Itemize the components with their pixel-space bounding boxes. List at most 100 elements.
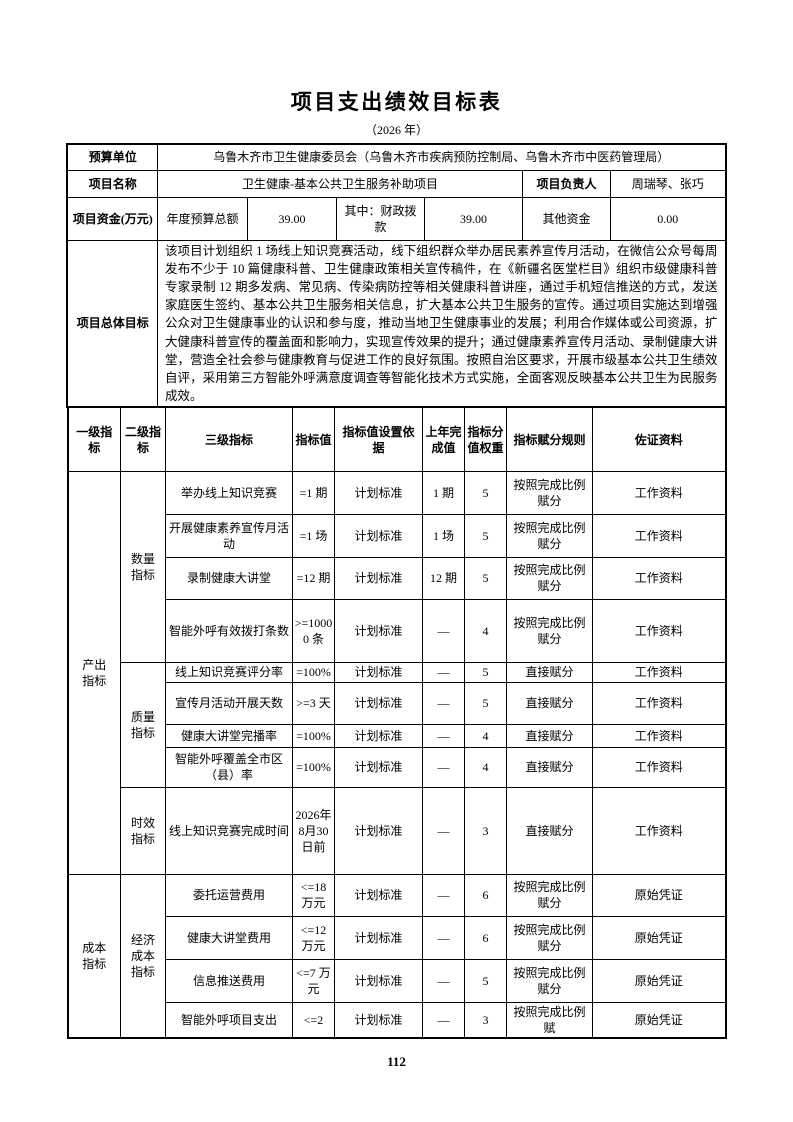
evidence-cell: 工作资料 [592, 513, 726, 558]
evidence-cell: 原始凭证 [592, 915, 726, 960]
evidence-cell: 工作资料 [592, 556, 726, 600]
indicator-row: 信息推送费用 <=7 万元 计划标准 — 5 按照完成比例赋分 原始凭证 [68, 958, 726, 1003]
basis-cell: 计划标准 [334, 598, 423, 663]
indicator-value-cell: =1 场 [292, 513, 335, 558]
rule-cell: 按照完成比例赋分 [506, 470, 593, 515]
project-fund-label: 项目资金(万元) [66, 196, 158, 241]
basis-cell: 计划标准 [334, 723, 423, 748]
weight-cell: 5 [464, 513, 507, 558]
indicator-row: 宣传月活动开展天数 >=3 天 计划标准 — 5 直接赋分 工作资料 [68, 681, 726, 725]
basis-cell: 计划标准 [334, 513, 423, 558]
indicator-header-row: 一级指标 二级指标 三级指标 指标值 指标值设置依据 上年完成值 指标分值权重 … [67, 406, 726, 472]
indicator-value-cell: =1 期 [292, 470, 335, 515]
last-year-cell: — [422, 915, 465, 960]
level2-indicator-cell: 质量指标 [120, 661, 166, 788]
page-subtitle: （2026 年） [364, 123, 428, 137]
overall-goal-label: 项目总体目标 [66, 239, 158, 408]
indicator-value-cell: <=18 万元 [292, 873, 335, 917]
indicator-name-cell: 线上知识竞赛完成时间 [165, 786, 293, 875]
indicator-row: 产出指标 数量指标 举办线上知识竞赛 =1 期 计划标准 1 期 5 按照完成比… [67, 470, 726, 875]
header-scoring-rule: 指标赋分规则 [506, 406, 593, 472]
indicator-row: 健康大讲堂完播率 =100% 计划标准 — 4 直接赋分 工作资料 [68, 723, 726, 748]
weight-cell: 5 [464, 470, 507, 515]
header-level1-indicator: 一级指标 [67, 406, 121, 472]
rule-cell: 按照完成比例赋分 [506, 873, 593, 917]
rule-cell: 直接赋分 [506, 746, 593, 788]
rule-cell: 直接赋分 [506, 786, 593, 875]
indicator-name-cell: 智能外呼有效拨打条数 [165, 598, 293, 663]
indicator-name-cell: 开展健康素养宣传月活动 [165, 513, 293, 558]
rule-cell: 按照完成比例赋分 [506, 915, 593, 960]
indicator-value-cell: =100% [292, 746, 335, 788]
indicator-row: 智能外呼有效拨打条数 >=10000 条 计划标准 — 4 按照完成比例赋分 工… [68, 598, 726, 663]
indicator-value-cell: 2026年8月30日前 [292, 786, 335, 875]
last-year-cell: — [422, 786, 465, 875]
evidence-cell: 工作资料 [592, 723, 726, 748]
indicator-row: 时效指标 线上知识竞赛完成时间 2026年8月30日前 计划标准 — 3 直接赋… [68, 786, 726, 875]
project-name-label: 项目名称 [66, 169, 158, 198]
indicator-row: 智能外呼项目支出 <=2 计划标准 — 3 按照完成比例赋 原始凭证 [68, 1001, 726, 1039]
header-score-weight: 指标分值权重 [464, 406, 507, 472]
annual-budget-label: 年度预算总额 [156, 196, 248, 241]
budget-unit-label: 预算单位 [66, 143, 158, 171]
header-level3-indicator: 三级指标 [165, 406, 293, 472]
evidence-cell: 工作资料 [592, 598, 726, 663]
budget-unit-row: 预算单位 乌鲁木齐市卫生健康委员会（乌鲁木齐市疾病预防控制局、乌鲁木齐市中医药管… [66, 143, 727, 171]
indicator-row: 质量指标 线上知识竞赛评分率 =100% 计划标准 — 5 直接赋分 工作资料 [68, 661, 726, 788]
indicator-row: 录制健康大讲堂 =12 期 计划标准 12 期 5 按照完成比例赋分 工作资料 [68, 556, 726, 600]
evidence-cell: 原始凭证 [592, 1001, 726, 1039]
indicator-name-cell: 健康大讲堂费用 [165, 915, 293, 960]
project-info-table: 预算单位 乌鲁木齐市卫生健康委员会（乌鲁木齐市疾病预防控制局、乌鲁木齐市中医药管… [66, 143, 727, 409]
rule-cell: 按照完成比例赋分 [506, 598, 593, 663]
indicator-value-cell: <=7 万元 [292, 958, 335, 1003]
weight-cell: 5 [464, 681, 507, 725]
budget-unit-value: 乌鲁木齐市卫生健康委员会（乌鲁木齐市疾病预防控制局、乌鲁木齐市中医药管理局） [156, 143, 727, 171]
weight-cell: 5 [464, 958, 507, 1003]
last-year-cell: — [422, 873, 465, 917]
weight-cell: 5 [464, 556, 507, 600]
level1-indicator-cell: 成本指标 [67, 873, 121, 1039]
last-year-cell: 1 场 [422, 513, 465, 558]
basis-cell: 计划标准 [334, 786, 423, 875]
basis-cell: 计划标准 [334, 470, 423, 515]
rule-cell: 直接赋分 [506, 661, 593, 683]
evidence-cell: 原始凭证 [592, 958, 726, 1003]
annual-budget-value: 39.00 [246, 196, 337, 241]
evidence-cell: 工作资料 [592, 746, 726, 788]
header-last-year-value: 上年完成值 [422, 406, 465, 472]
page-title: 项目支出绩效目标表 [290, 90, 503, 114]
indicator-value-cell: <=12 万元 [292, 915, 335, 960]
header-level2-indicator: 二级指标 [120, 406, 166, 472]
header-indicator-value: 指标值 [292, 406, 335, 472]
basis-cell: 计划标准 [334, 746, 423, 788]
indicator-name-cell: 线上知识竞赛评分率 [165, 661, 293, 683]
weight-cell: 6 [464, 915, 507, 960]
weight-cell: 3 [464, 786, 507, 875]
last-year-cell: — [422, 958, 465, 1003]
rule-cell: 按照完成比例赋分 [506, 958, 593, 1003]
indicator-value-cell: >=3 天 [292, 681, 335, 725]
level2-indicator-cell: 经济成本指标 [120, 873, 166, 1039]
evidence-cell: 工作资料 [592, 470, 726, 515]
last-year-cell: — [422, 746, 465, 788]
indicator-value-cell: <=2 [292, 1001, 335, 1039]
weight-cell: 3 [464, 1001, 507, 1039]
rule-cell: 按照完成比例赋分 [506, 556, 593, 600]
last-year-cell: 12 期 [422, 556, 465, 600]
level2-indicator-cell: 时效指标 [120, 786, 166, 875]
rule-cell: 直接赋分 [506, 681, 593, 725]
evidence-cell: 原始凭证 [592, 873, 726, 917]
indicator-name-cell: 智能外呼项目支出 [165, 1001, 293, 1039]
last-year-cell: — [422, 1001, 465, 1039]
page-number: 112 [387, 1053, 406, 1069]
level2-indicator-cell: 数量指标 [120, 470, 166, 663]
rule-cell: 直接赋分 [506, 723, 593, 748]
basis-cell: 计划标准 [334, 873, 423, 917]
last-year-cell: — [422, 661, 465, 683]
basis-cell: 计划标准 [334, 681, 423, 725]
basis-cell: 计划标准 [334, 958, 423, 1003]
evidence-cell: 工作资料 [592, 681, 726, 725]
project-name-row: 项目名称 卫生健康-基本公共卫生服务补助项目 项目负责人 周瑞琴、张巧 [66, 169, 727, 198]
indicator-row: 健康大讲堂费用 <=12 万元 计划标准 — 6 按照完成比例赋分 原始凭证 [68, 915, 726, 960]
